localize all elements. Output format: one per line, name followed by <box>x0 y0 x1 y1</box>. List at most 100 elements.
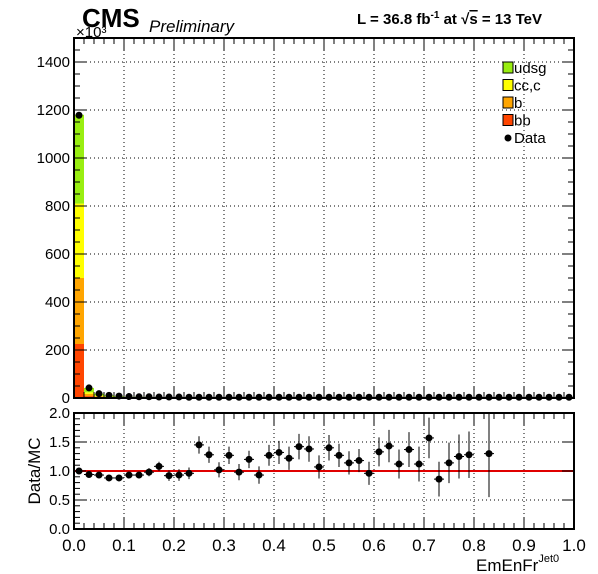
x-tick-label: 0.1 <box>112 536 136 555</box>
energy-label: = 13 TeV <box>478 11 542 28</box>
main-ytick-label: 1400 <box>37 54 70 71</box>
bar-b-1 <box>84 393 94 397</box>
ratio-point-14 <box>215 466 223 474</box>
main-axes: 0 200 400 600 800 1000 1200 1400 <box>37 37 575 407</box>
main-ytick-label: 600 <box>45 246 70 263</box>
ratio-point-26 <box>335 451 343 459</box>
ratio-point-23 <box>305 445 313 453</box>
ratio-point-8 <box>155 462 163 470</box>
ratio-point-18 <box>255 471 263 479</box>
ratio-point-15 <box>225 451 233 459</box>
x-axis-title-main: EmEnFr <box>476 556 539 574</box>
ratio-point-4 <box>115 474 123 482</box>
ratio-point-27 <box>345 459 353 467</box>
data-point-7 <box>145 393 153 401</box>
ratio-point-13 <box>205 451 213 459</box>
ratio-point-24 <box>315 463 323 471</box>
x-axis-title: EmEnFrJet0 <box>476 553 559 574</box>
ratio-point-32 <box>395 460 403 468</box>
data-point-2 <box>95 390 103 398</box>
ratio-point-17 <box>245 455 253 463</box>
legend-label-b: b <box>514 95 522 112</box>
ratio-ytick-label: 0.5 <box>49 492 70 509</box>
ratio-point-6 <box>135 471 143 479</box>
ratio-point-10 <box>175 471 183 479</box>
luminosity-label: L = 36.8 fb-1 at √s = 13 TeV <box>357 10 542 28</box>
legend-label-data: Data <box>514 130 546 147</box>
legend-label-bb: bb <box>514 113 531 130</box>
ratio-point-40 <box>485 450 493 458</box>
ratio-ytick-label: 2.0 <box>49 405 70 422</box>
bar-ccc-1 <box>84 392 94 394</box>
main-ytick-label: 400 <box>45 294 70 311</box>
bar-bb-0 <box>74 344 84 398</box>
ratio-points <box>74 413 494 498</box>
ratio-plot-panel: 0.0 0.5 1.0 1.5 2.0 0.0 0.1 0.2 0.3 0.4 0.5 0.6 0.7 0… <box>25 405 586 574</box>
ratio-point-38 <box>455 453 463 460</box>
ratio-point-9 <box>165 472 173 480</box>
experiment-label: CMS <box>82 3 140 33</box>
x-tick-label: 0.2 <box>162 536 186 555</box>
ratio-ytick-label: 1.5 <box>49 434 70 451</box>
ratio-point-37 <box>445 459 453 467</box>
ratio-point-7 <box>145 468 153 476</box>
x-tick-label: 0.3 <box>212 536 236 555</box>
ratio-point-39 <box>465 451 473 459</box>
main-ytick-label: 0 <box>62 390 70 407</box>
lumi-prefix: L = 36.8 fb <box>357 11 431 28</box>
lumi-middle: at <box>439 11 461 28</box>
x-tick-label: 0.8 <box>462 536 486 555</box>
ratio-point-28 <box>355 457 363 465</box>
legend-swatch-udsg <box>502 61 514 74</box>
sqrt-symbol: √ <box>461 11 470 28</box>
ratio-point-1 <box>85 470 93 478</box>
x-tick-label: 0.7 <box>412 536 436 555</box>
ratio-point-11 <box>185 469 193 477</box>
stacked-histogram <box>74 114 174 399</box>
data-point-1 <box>85 384 93 392</box>
lumi-exponent: -1 <box>431 10 440 21</box>
ratio-point-2 <box>95 471 103 479</box>
status-label: Preliminary <box>149 17 236 36</box>
ratio-point-19 <box>265 451 273 459</box>
x-tick-label: 1.0 <box>562 536 586 555</box>
ratio-point-21 <box>285 454 293 462</box>
ratio-point-36 <box>435 475 443 483</box>
ratio-point-25 <box>325 444 333 452</box>
legend-label-cc: cc,c <box>514 78 541 95</box>
main-grid <box>74 38 574 398</box>
ratio-point-30 <box>375 448 383 456</box>
ratio-point-22 <box>295 443 303 451</box>
ratio-axes: 0.0 0.5 1.0 1.5 2.0 0.0 0.1 0.2 0.3 0.4 0.5 0.6 0.7 0… <box>49 405 586 555</box>
data-point-0 <box>75 111 83 119</box>
ratio-point-29 <box>365 469 373 477</box>
x-tick-label: 0.5 <box>312 536 336 555</box>
y-multiplier-label: ×10³ <box>76 24 106 41</box>
legend-marker-data <box>504 134 512 142</box>
x-tick-label: 0.6 <box>362 536 386 555</box>
x-tick-label: 0.9 <box>512 536 536 555</box>
ratio-ytick-label: 1.0 <box>49 463 70 480</box>
bar-udsg-0 <box>74 114 84 204</box>
legend-swatch-b <box>502 96 514 109</box>
x-tick-label: 0.0 <box>62 536 86 555</box>
bar-ccc-0 <box>74 203 84 278</box>
legend-swatch-cc <box>502 79 514 91</box>
ratio-point-16 <box>235 468 243 476</box>
ratio-y-axis-title: Data/MC <box>25 437 44 504</box>
ratio-ytick-label: 0.0 <box>49 521 70 538</box>
ratio-point-31 <box>385 442 393 450</box>
legend-label-udsg: udsg <box>514 60 547 77</box>
x-axis-title-sup: Jet0 <box>538 553 559 565</box>
data-points <box>75 111 573 401</box>
legend-swatch-bb <box>502 114 514 126</box>
ratio-point-3 <box>105 474 113 482</box>
main-ytick-label: 1200 <box>37 102 70 119</box>
main-ytick-label: 200 <box>45 342 70 359</box>
ratio-point-33 <box>405 446 413 454</box>
ratio-point-35 <box>425 434 433 442</box>
ratio-point-12 <box>195 441 203 449</box>
